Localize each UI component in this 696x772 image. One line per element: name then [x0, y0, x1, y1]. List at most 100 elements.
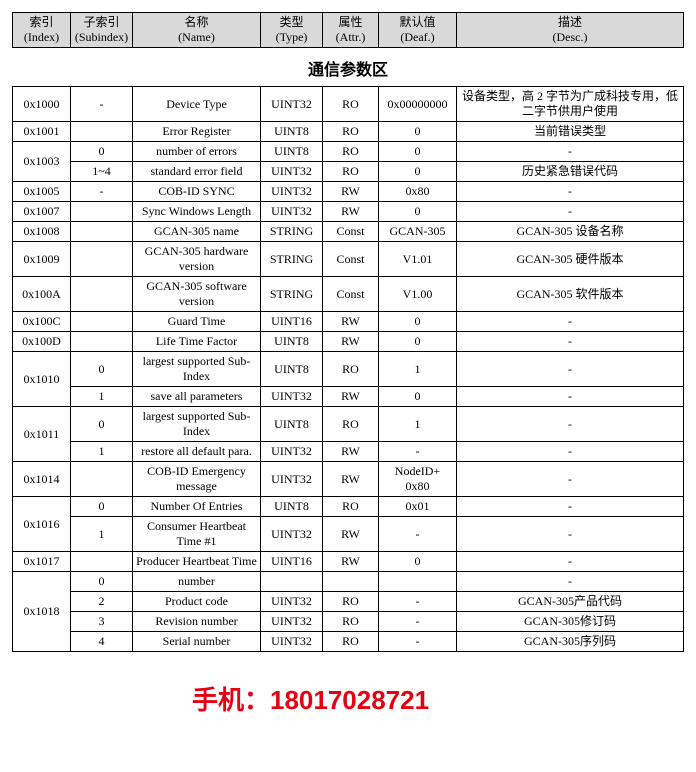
header-row: 索引(Index)子索引(Subindex)名称(Name)类型(Type)属性…	[13, 13, 684, 48]
cell-desc: -	[457, 182, 684, 202]
cell-type: UINT32	[261, 87, 323, 122]
cell-desc: -	[457, 202, 684, 222]
table-row: 0x1007Sync Windows LengthUINT32RW0-	[13, 202, 684, 222]
header-bottom: (Index)	[16, 30, 67, 45]
cell-default: -	[379, 517, 457, 552]
cell-attr: RO	[323, 407, 379, 442]
table-row: 1~4standard error fieldUINT32RO0历史紧急错误代码	[13, 162, 684, 182]
cell-desc: GCAN-305序列码	[457, 632, 684, 652]
table-row: 0x1009GCAN-305 hardware versionSTRINGCon…	[13, 242, 684, 277]
cell-type: UINT32	[261, 162, 323, 182]
cell-default: 1	[379, 407, 457, 442]
cell-subindex	[71, 462, 133, 497]
cell-type: UINT8	[261, 407, 323, 442]
cell-attr: RW	[323, 552, 379, 572]
cell-index: 0x1018	[13, 572, 71, 652]
cell-index: 0x1001	[13, 122, 71, 142]
cell-attr: RW	[323, 182, 379, 202]
cell-type: STRING	[261, 222, 323, 242]
cell-type: UINT32	[261, 202, 323, 222]
cell-index: 0x1017	[13, 552, 71, 572]
cell-subindex: 0	[71, 497, 133, 517]
cell-desc: -	[457, 142, 684, 162]
cell-name: restore all default para.	[133, 442, 261, 462]
cell-type: UINT32	[261, 442, 323, 462]
header-top: 名称	[136, 15, 257, 30]
table-row: 0x10180number-	[13, 572, 684, 592]
cell-default: 0	[379, 142, 457, 162]
cell-desc: 历史紧急错误代码	[457, 162, 684, 182]
cell-index: 0x1005	[13, 182, 71, 202]
cell-type: UINT32	[261, 517, 323, 552]
cell-subindex	[71, 312, 133, 332]
cell-desc: -	[457, 407, 684, 442]
header-top: 索引	[16, 15, 67, 30]
cell-attr: RO	[323, 612, 379, 632]
cell-type: UINT32	[261, 387, 323, 407]
section-title: 通信参数区	[12, 56, 684, 80]
cell-subindex: 0	[71, 407, 133, 442]
cell-type: UINT16	[261, 312, 323, 332]
cell-index: 0x1016	[13, 497, 71, 552]
cell-name: Product code	[133, 592, 261, 612]
cell-subindex: -	[71, 87, 133, 122]
header-top: 属性	[326, 15, 375, 30]
cell-name: Error Register	[133, 122, 261, 142]
cell-desc: 设备类型，高 2 字节为广成科技专用，低二字节供用户使用	[457, 87, 684, 122]
cell-desc: -	[457, 572, 684, 592]
table-row: 0x1014COB-ID Emergency messageUINT32RWNo…	[13, 462, 684, 497]
cell-default: 0x80	[379, 182, 457, 202]
cell-attr: RW	[323, 462, 379, 497]
header-top: 描述	[460, 15, 680, 30]
table-row: 0x1005-COB-ID SYNCUINT32RW0x80-	[13, 182, 684, 202]
table-row: 0x10030number of errorsUINT8RO0-	[13, 142, 684, 162]
cell-subindex	[71, 202, 133, 222]
header-bottom: (Name)	[136, 30, 257, 45]
cell-attr: RO	[323, 87, 379, 122]
cell-subindex: 1	[71, 442, 133, 462]
header-cell: 索引(Index)	[13, 13, 71, 48]
header-cell: 子索引(Subindex)	[71, 13, 133, 48]
cell-index: 0x1008	[13, 222, 71, 242]
cell-name: Serial number	[133, 632, 261, 652]
table-row: 1save all parametersUINT32RW0-	[13, 387, 684, 407]
cell-attr	[323, 572, 379, 592]
cell-attr: RW	[323, 442, 379, 462]
cell-subindex: -	[71, 182, 133, 202]
cell-type: UINT32	[261, 592, 323, 612]
cell-desc: -	[457, 552, 684, 572]
cell-default: -	[379, 592, 457, 612]
cell-index: 0x100C	[13, 312, 71, 332]
cell-desc: -	[457, 312, 684, 332]
cell-name: largest supported Sub-Index	[133, 407, 261, 442]
cell-default: 0	[379, 312, 457, 332]
header-table: 索引(Index)子索引(Subindex)名称(Name)类型(Type)属性…	[12, 12, 684, 48]
table-row: 0x10100largest supported Sub-IndexUINT8R…	[13, 352, 684, 387]
cell-index: 0x1009	[13, 242, 71, 277]
cell-attr: Const	[323, 277, 379, 312]
cell-subindex: 3	[71, 612, 133, 632]
cell-attr: RO	[323, 142, 379, 162]
table-row: 2Product codeUINT32RO-GCAN-305产品代码	[13, 592, 684, 612]
cell-attr: RO	[323, 122, 379, 142]
cell-default: 1	[379, 352, 457, 387]
cell-subindex: 1~4	[71, 162, 133, 182]
cell-desc: 当前错误类型	[457, 122, 684, 142]
cell-name: GCAN-305 name	[133, 222, 261, 242]
cell-subindex: 1	[71, 517, 133, 552]
cell-desc: -	[457, 332, 684, 352]
cell-desc: GCAN-305产品代码	[457, 592, 684, 612]
cell-name: GCAN-305 software version	[133, 277, 261, 312]
cell-attr: RW	[323, 202, 379, 222]
cell-desc: -	[457, 352, 684, 387]
cell-subindex	[71, 332, 133, 352]
cell-attr: RW	[323, 312, 379, 332]
cell-desc: GCAN-305 硬件版本	[457, 242, 684, 277]
table-row: 3Revision numberUINT32RO-GCAN-305修订码	[13, 612, 684, 632]
cell-subindex: 1	[71, 387, 133, 407]
cell-name: COB-ID SYNC	[133, 182, 261, 202]
cell-default: NodeID+ 0x80	[379, 462, 457, 497]
cell-index: 0x100A	[13, 277, 71, 312]
cell-attr: RW	[323, 387, 379, 407]
cell-default: 0x00000000	[379, 87, 457, 122]
